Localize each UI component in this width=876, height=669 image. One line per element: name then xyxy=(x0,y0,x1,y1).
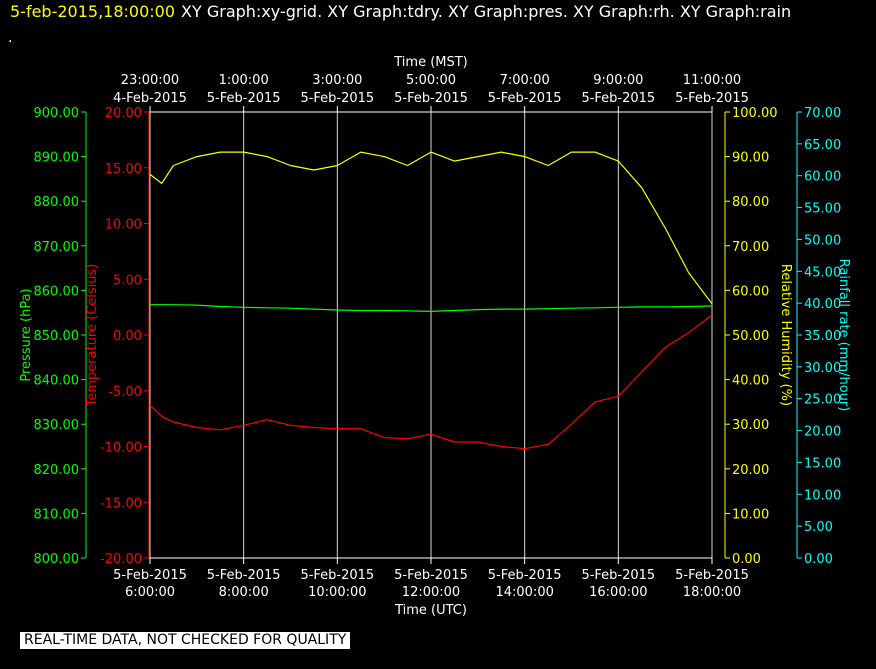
rainfall-axis-tick-label: 15.00 xyxy=(804,456,841,471)
top-tick-label-time: 23:00:00 xyxy=(121,73,179,88)
rainfall-axis-tick-label: 40.00 xyxy=(804,297,841,312)
rainfall-axis-tick-label: 25.00 xyxy=(804,393,841,408)
rainfall-axis-tick-label: 65.00 xyxy=(804,138,841,153)
humidity-axis-tick-label: 10.00 xyxy=(732,507,769,522)
humidity-axis-tick-label: 70.00 xyxy=(732,240,769,255)
humidity-axis-tick-label: 90.00 xyxy=(732,151,769,166)
pressure-axis-tick-label: 900.00 xyxy=(34,106,80,121)
top-tick-label-time: 9:00:00 xyxy=(593,73,643,88)
top-tick-label-date: 5-Feb-2015 xyxy=(394,91,468,106)
pressure-axis-tick-label: 840.00 xyxy=(34,374,80,389)
rainfall-axis-tick-label: 10.00 xyxy=(804,488,841,503)
humidity-axis-tick-label: 30.00 xyxy=(732,418,769,433)
x-tick-label-date: 5-Feb-2015 xyxy=(581,568,655,583)
pressure-axis-tick-label: 800.00 xyxy=(34,552,80,567)
x-tick-label-date: 5-Feb-2015 xyxy=(207,568,281,583)
rainfall-axis-tick-label: 60.00 xyxy=(804,170,841,185)
pressure-axis-title: Pressure (hPa) xyxy=(19,288,34,381)
humidity-series-line xyxy=(149,151,713,305)
timestamp: 5-feb-2015,18:00:00 xyxy=(10,2,176,21)
top-tick-label-date: 4-Feb-2015 xyxy=(113,91,187,106)
rainfall-axis-tick-label: 70.00 xyxy=(804,106,841,121)
x-tick-label-time: 12:00:00 xyxy=(402,585,460,600)
top-tick-label-time: 11:00:00 xyxy=(683,73,741,88)
x-tick-label-date: 5-Feb-2015 xyxy=(394,568,468,583)
temperature-axis-tick-label: 20.00 xyxy=(105,106,142,121)
top-tick-label-date: 5-Feb-2015 xyxy=(488,91,562,106)
top-tick-label-date: 5-Feb-2015 xyxy=(581,91,655,106)
temperature-axis-title: Temperature (Celsius) xyxy=(85,264,100,408)
graph-list: XY Graph:xy-grid. XY Graph:tdry. XY Grap… xyxy=(181,2,792,21)
rainfall-axis-tick-label: 50.00 xyxy=(804,233,841,248)
x-tick-label-date: 5-Feb-2015 xyxy=(300,568,374,583)
top-tick-label-date: 5-Feb-2015 xyxy=(300,91,374,106)
pressure-series-line xyxy=(150,304,713,312)
graph-header: 5-feb-2015,18:00:00 XY Graph:xy-grid. XY … xyxy=(10,2,791,21)
rainfall-axis-tick-label: 45.00 xyxy=(804,265,841,280)
temperature-axis-tick-label: 5.00 xyxy=(113,273,142,288)
humidity-axis-tick-label: 60.00 xyxy=(732,284,769,299)
rainfall-axis-tick-label: 35.00 xyxy=(804,329,841,344)
temperature-series-line xyxy=(149,314,713,450)
humidity-axis-tick-label: 20.00 xyxy=(732,463,769,478)
humidity-axis-title: Relative Humidity (%) xyxy=(778,264,793,406)
x-tick-label-date: 5-Feb-2015 xyxy=(113,568,187,583)
pressure-axis-tick-label: 880.00 xyxy=(34,195,80,210)
top-tick-label-time: 7:00:00 xyxy=(500,73,550,88)
top-tick-label-date: 5-Feb-2015 xyxy=(675,91,749,106)
header-continuation: . xyxy=(8,30,13,46)
pressure-axis-tick-label: 830.00 xyxy=(34,418,80,433)
temperature-axis-tick-label: 0.00 xyxy=(113,329,142,344)
temperature-axis-tick-label: -5.00 xyxy=(108,385,142,400)
temperature-axis-tick-label: -15.00 xyxy=(100,496,142,511)
pressure-axis-tick-label: 820.00 xyxy=(34,463,80,478)
x-tick-label-date: 5-Feb-2015 xyxy=(488,568,562,583)
temperature-axis-tick-label: -10.00 xyxy=(100,441,142,456)
pressure-axis-tick-label: 890.00 xyxy=(34,151,80,166)
temperature-axis-tick-label: 15.00 xyxy=(105,162,142,177)
x-axis-title-bottom: Time (UTC) xyxy=(394,603,467,618)
x-tick-label-time: 16:00:00 xyxy=(589,585,647,600)
rainfall-axis-tick-label: 5.00 xyxy=(804,520,833,535)
x-axis-title-top: Time (MST) xyxy=(393,55,468,70)
rainfall-axis-title: Rainfall rate (mm/hour) xyxy=(836,259,851,412)
pressure-axis-tick-label: 810.00 xyxy=(34,507,80,522)
rainfall-axis-tick-label: 20.00 xyxy=(804,425,841,440)
rainfall-axis-tick-label: 55.00 xyxy=(804,202,841,217)
pressure-axis-tick-label: 870.00 xyxy=(34,240,80,255)
pressure-axis-tick-label: 860.00 xyxy=(34,284,80,299)
rainfall-axis-tick-label: 30.00 xyxy=(804,361,841,376)
top-tick-label-date: 5-Feb-2015 xyxy=(207,91,281,106)
x-tick-label-time: 14:00:00 xyxy=(495,585,553,600)
x-tick-label-date: 5-Feb-2015 xyxy=(675,568,749,583)
humidity-axis-tick-label: 0.00 xyxy=(732,552,761,567)
x-tick-label-time: 8:00:00 xyxy=(219,585,269,600)
top-tick-label-time: 5:00:00 xyxy=(406,73,456,88)
top-tick-label-time: 3:00:00 xyxy=(312,73,362,88)
temperature-axis-tick-label: 10.00 xyxy=(105,218,142,233)
top-tick-label-time: 1:00:00 xyxy=(219,73,269,88)
rainfall-axis-tick-label: 0.00 xyxy=(804,552,833,567)
x-tick-label-time: 6:00:00 xyxy=(125,585,175,600)
humidity-axis-tick-label: 40.00 xyxy=(732,374,769,389)
humidity-axis-tick-label: 50.00 xyxy=(732,329,769,344)
humidity-axis-tick-label: 80.00 xyxy=(732,195,769,210)
x-tick-label-time: 18:00:00 xyxy=(683,585,741,600)
x-tick-label-time: 10:00:00 xyxy=(308,585,366,600)
humidity-axis-tick-label: 100.00 xyxy=(732,106,778,121)
quality-notice: REAL-TIME DATA, NOT CHECKED FOR QUALITY xyxy=(20,632,351,649)
pressure-axis-tick-label: 850.00 xyxy=(34,329,80,344)
temperature-axis-tick-label: -20.00 xyxy=(100,552,142,567)
